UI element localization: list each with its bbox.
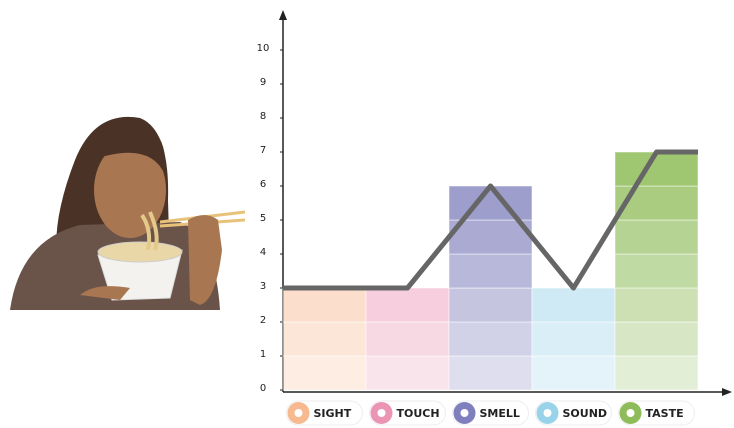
category-label: SOUND <box>535 400 612 426</box>
bar-shade <box>614 219 699 255</box>
category-label: TASTE <box>618 400 695 426</box>
trend-line <box>283 149 698 291</box>
bar <box>532 288 615 390</box>
y-tick-label: 10 <box>257 43 270 54</box>
category-icon-detail <box>543 409 552 417</box>
bar-shade <box>614 355 699 391</box>
bar-shade <box>448 253 533 289</box>
bar-shade <box>282 287 367 323</box>
y-tick-label: 8 <box>260 111 266 122</box>
x-tick-label: SOUND <box>563 407 608 420</box>
category-icon-detail <box>377 409 386 417</box>
x-tick-label: SIGHT <box>314 407 352 420</box>
bar-shade <box>282 355 367 391</box>
y-tick-label: 2 <box>260 315 266 326</box>
y-tick-label: 3 <box>260 281 266 292</box>
bar-shade <box>531 355 616 391</box>
bar <box>366 288 449 390</box>
x-tick-label: SMELL <box>480 407 520 420</box>
bar-shade <box>365 287 450 323</box>
x-tick-label: TOUCH <box>397 407 440 420</box>
y-tick-label: 0 <box>260 383 266 394</box>
bar-shade <box>531 287 616 323</box>
bar-shade <box>365 321 450 357</box>
bar-shade <box>614 151 699 187</box>
bar-shade <box>448 185 533 221</box>
bar-shade <box>448 355 533 391</box>
bar-shade <box>531 321 616 357</box>
category-icon-detail <box>626 409 635 417</box>
bar-shade <box>448 287 533 323</box>
category-icon-detail <box>460 409 469 417</box>
y-axis-arrow <box>279 10 287 20</box>
bar <box>283 288 366 390</box>
y-tick-label: 4 <box>260 247 266 258</box>
bar-shade <box>614 287 699 323</box>
y-tick-label: 9 <box>260 77 266 88</box>
category-label: SMELL <box>452 400 529 426</box>
bar-shade <box>614 253 699 289</box>
bar-shade <box>614 321 699 357</box>
bar-shade <box>282 321 367 357</box>
category-icon-detail <box>294 409 303 417</box>
bar-shade <box>448 321 533 357</box>
y-tick-label: 5 <box>260 213 266 224</box>
bar-shade <box>614 185 699 221</box>
category-label: TOUCH <box>369 400 446 426</box>
bar-shade <box>365 355 450 391</box>
y-tick-label: 7 <box>260 145 266 156</box>
x-tick-label: TASTE <box>646 407 684 420</box>
y-tick-label: 6 <box>260 179 266 190</box>
x-axis-arrow <box>722 388 732 396</box>
category-label: SIGHT <box>286 400 363 426</box>
woman-eating-illustration <box>10 116 246 310</box>
y-tick-label: 1 <box>260 349 266 360</box>
